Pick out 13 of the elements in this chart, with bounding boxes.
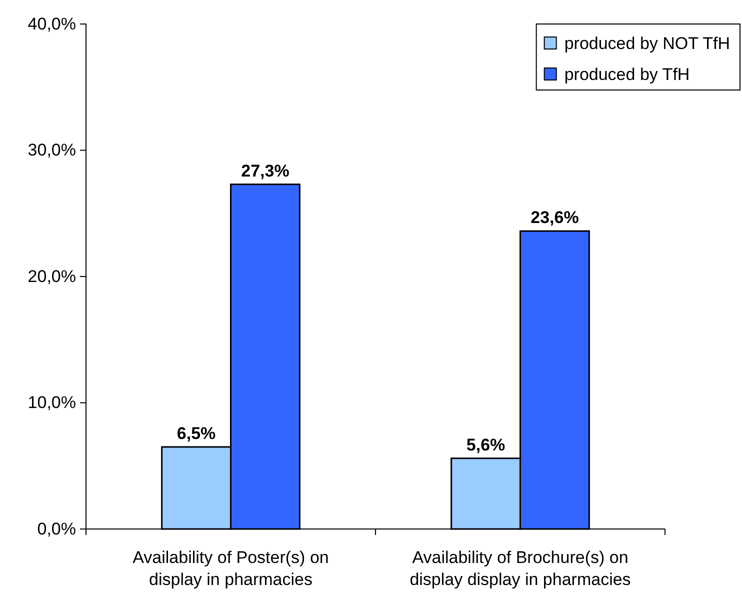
y-tick-label: 0,0%	[37, 519, 76, 538]
y-tick-label: 20,0%	[28, 266, 76, 286]
data-label: 6,5%	[176, 424, 216, 443]
x-tick-label: Availability of Poster(s) on display in pharmacies	[132, 548, 329, 589]
y-tick-label: 10,0%	[28, 393, 76, 412]
legend-label: produced by TfH	[564, 65, 690, 84]
data-label: 5,6%	[466, 435, 506, 454]
y-tick-label: 30,0%	[28, 140, 76, 160]
legend-label: produced by NOT TfH	[564, 34, 730, 53]
data-label: 27,3%	[241, 161, 290, 180]
data-label: 23,6%	[530, 208, 579, 228]
y-tick-label: 40,0%	[28, 14, 76, 34]
x-tick-label: Availability of Brochure(s) on display display in pharmacies	[410, 548, 631, 589]
